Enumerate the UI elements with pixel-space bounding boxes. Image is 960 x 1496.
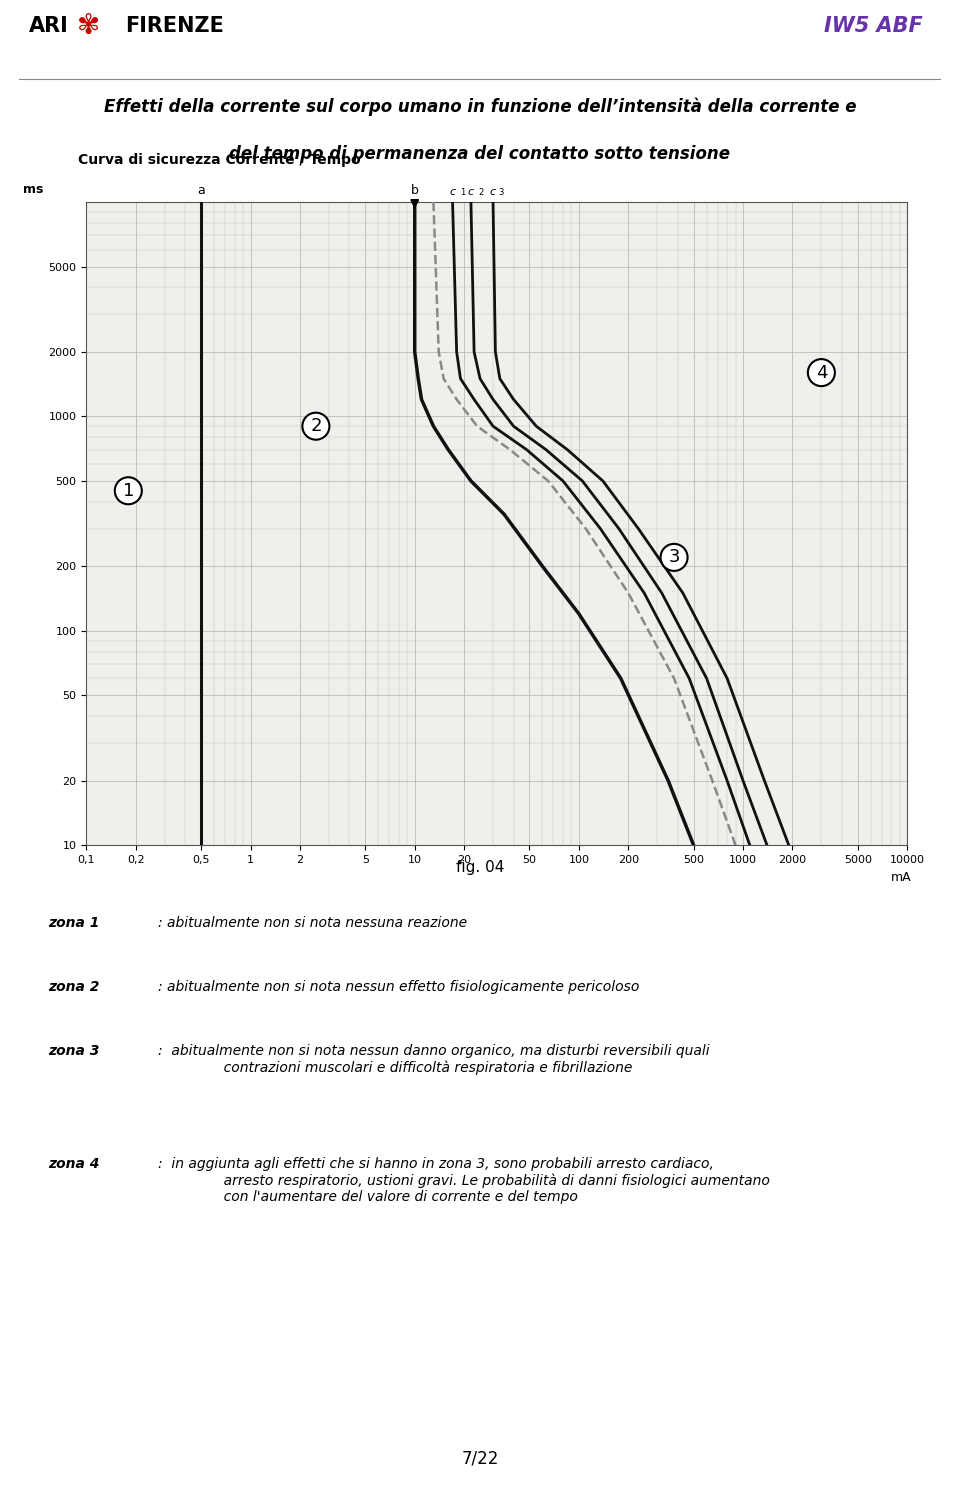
Text: a: a bbox=[197, 184, 205, 197]
Text: 1: 1 bbox=[460, 188, 465, 197]
Text: Curva di sicurezza Corrente / Tempo: Curva di sicurezza Corrente / Tempo bbox=[78, 153, 361, 166]
Text: mA: mA bbox=[891, 871, 911, 884]
Text: zona 1: zona 1 bbox=[48, 916, 100, 929]
Text: 3: 3 bbox=[668, 549, 680, 567]
Text: zona 4: zona 4 bbox=[48, 1158, 100, 1171]
Text: 7/22: 7/22 bbox=[462, 1450, 498, 1468]
Text: c: c bbox=[468, 187, 474, 197]
Text: fig. 04: fig. 04 bbox=[456, 860, 504, 875]
Text: 2: 2 bbox=[479, 188, 484, 197]
Text: 1: 1 bbox=[123, 482, 134, 500]
Text: ARI: ARI bbox=[29, 16, 68, 36]
Text: zona 2: zona 2 bbox=[48, 980, 100, 993]
Text: 3: 3 bbox=[498, 188, 504, 197]
Text: : abitualmente non si nota nessun effetto fisiologicamente pericoloso: : abitualmente non si nota nessun effett… bbox=[158, 980, 639, 993]
Text: IW5 ABF: IW5 ABF bbox=[824, 16, 923, 36]
Text: :  abitualmente non si nota nessun danno organico, ma disturbi reversibili quali: : abitualmente non si nota nessun danno … bbox=[158, 1044, 710, 1074]
Text: :  in aggiunta agli effetti che si hanno in zona 3, sono probabili arresto cardi: : in aggiunta agli effetti che si hanno … bbox=[158, 1158, 770, 1204]
Text: 2: 2 bbox=[310, 417, 322, 435]
Text: FIRENZE: FIRENZE bbox=[125, 16, 224, 36]
Text: del tempo di permanenza del contatto sotto tensione: del tempo di permanenza del contatto sot… bbox=[229, 145, 731, 163]
Text: ✾: ✾ bbox=[77, 12, 100, 40]
Text: Effetti della corrente sul corpo umano in funzione dell’intensità della corrente: Effetti della corrente sul corpo umano i… bbox=[104, 99, 856, 117]
Text: c: c bbox=[490, 187, 496, 197]
Text: : abitualmente non si nota nessuna reazione: : abitualmente non si nota nessuna reazi… bbox=[158, 916, 468, 929]
Text: zona 3: zona 3 bbox=[48, 1044, 100, 1058]
Text: c: c bbox=[449, 187, 456, 197]
Text: ms: ms bbox=[23, 183, 43, 196]
Text: b: b bbox=[411, 184, 419, 197]
Text: 4: 4 bbox=[816, 364, 828, 381]
